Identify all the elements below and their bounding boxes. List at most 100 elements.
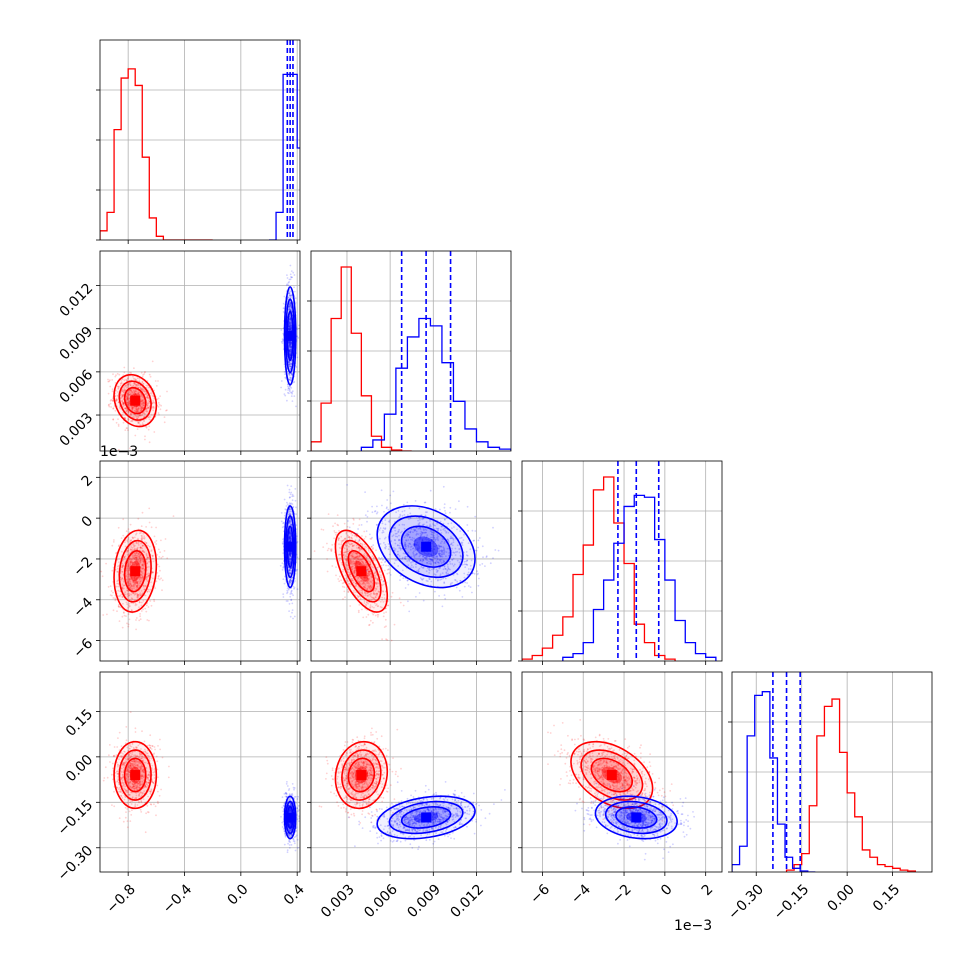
scatter-point (458, 500, 460, 502)
scatter-point (287, 389, 289, 391)
scatter-point (291, 395, 293, 397)
scatter-point (372, 622, 374, 624)
scatter-point (297, 541, 299, 543)
scatter-point (286, 600, 288, 602)
scatter-point (118, 374, 120, 376)
scatter-point (337, 578, 339, 580)
scatter-point (294, 616, 296, 618)
scatter-point (135, 629, 137, 631)
scatter-point (281, 341, 283, 343)
scatter-point (291, 270, 293, 272)
scatter-point (284, 373, 286, 375)
scatter-point (111, 545, 113, 547)
scatter-point (158, 412, 160, 414)
scatter-point (113, 609, 115, 611)
scatter-point (290, 599, 292, 601)
scatter-point (113, 541, 115, 543)
scatter-point (415, 500, 417, 502)
scatter-point (293, 286, 295, 288)
scatter-point (344, 523, 346, 525)
scatter-point (284, 371, 286, 373)
scatter-point (321, 529, 323, 531)
scatter-point (293, 382, 295, 384)
scatter-point (288, 589, 290, 591)
scatter-point (400, 602, 402, 604)
scatter-point (154, 536, 156, 538)
scatter-point (381, 562, 383, 564)
scatter-point (165, 538, 167, 540)
scatter-point (139, 613, 141, 615)
scatter-point (155, 527, 157, 529)
scatter-point (160, 540, 162, 542)
scatter-point (335, 534, 337, 536)
scatter-point (153, 600, 155, 602)
scatter-point (166, 557, 168, 559)
scatter-point (153, 431, 155, 433)
scatter-point (154, 541, 156, 543)
scatter-point (117, 418, 119, 420)
scatter-point (127, 429, 129, 431)
scatter-point (423, 600, 425, 602)
scatter-point (116, 422, 118, 424)
scatter-point (157, 380, 159, 382)
density-core-series-2 (285, 331, 295, 341)
scatter-point (118, 544, 120, 546)
scatter-point (110, 585, 112, 587)
scatter-point (288, 610, 290, 612)
scatter-point (386, 573, 388, 575)
scatter-point (352, 523, 354, 525)
scatter-point (335, 575, 337, 577)
scatter-point (466, 582, 468, 584)
scatter-point (291, 277, 293, 279)
scatter-point (117, 373, 119, 375)
scatter-point (387, 509, 389, 511)
scatter-point (358, 611, 360, 613)
scatter-point (280, 565, 282, 567)
scatter-point (361, 524, 363, 526)
scatter-point (384, 570, 386, 572)
scatter-point (295, 406, 297, 408)
scatter-point (137, 428, 139, 430)
scatter-point (122, 535, 124, 537)
scatter-point (361, 609, 363, 611)
scatter-point (347, 526, 349, 528)
scatter-point (327, 550, 329, 552)
scatter-point (292, 618, 294, 620)
scatter-point (92, 383, 94, 385)
scatter-point (160, 557, 162, 559)
scatter-point (289, 503, 291, 505)
scatter-point (342, 598, 344, 600)
scatter-point (481, 563, 483, 565)
scatter-point (112, 419, 114, 421)
scatter-point (159, 551, 161, 553)
scatter-point (337, 524, 339, 526)
scatter-point (331, 565, 333, 567)
scatter-point (122, 627, 124, 629)
scatter-point (158, 566, 160, 568)
scatter-point (149, 441, 151, 443)
scatter-point (148, 508, 150, 510)
scatter-point (358, 604, 360, 606)
scatter-point (323, 529, 325, 531)
scatter-point (289, 496, 291, 498)
scatter-point (283, 596, 285, 598)
scatter-point (289, 386, 291, 388)
scatter-point (142, 609, 144, 611)
scatter-point (112, 373, 114, 375)
scatter-point (159, 570, 161, 572)
scatter-point (126, 530, 128, 532)
scatter-point (331, 544, 333, 546)
scatter-point (158, 402, 160, 404)
scatter-point (138, 620, 140, 622)
scatter-point (156, 385, 158, 387)
scatter-point (385, 611, 387, 613)
scatter-point (383, 511, 385, 513)
scatter-point (139, 615, 141, 617)
scatter-point (294, 488, 296, 490)
scatter-point (112, 390, 114, 392)
scatter-point (332, 525, 334, 527)
scatter-point (121, 537, 123, 539)
scatter-point (111, 570, 113, 572)
scatter-point (370, 620, 372, 622)
scatter-point (290, 274, 292, 276)
